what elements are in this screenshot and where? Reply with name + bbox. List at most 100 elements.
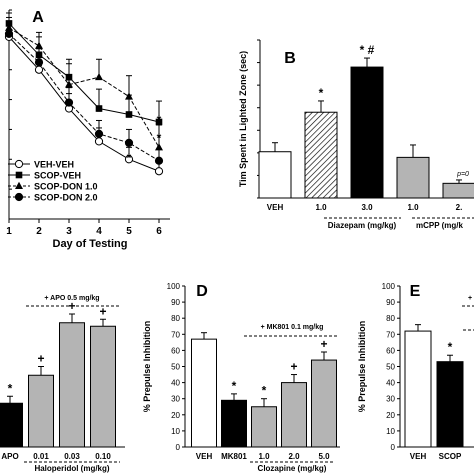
chart-E-treatment-label: + <box>468 295 472 302</box>
chart-D-significance-mark: + <box>290 360 297 374</box>
chart-A-point <box>154 167 164 176</box>
chart-D-treatment-label: + MK801 0.1 mg/kg <box>261 324 324 331</box>
chart-A-x-tick-label: 1 <box>6 226 12 237</box>
chart-C-bar <box>28 374 54 448</box>
chart-D-bar <box>221 399 247 448</box>
chart-D-bar <box>311 359 337 448</box>
chart-B-group-label: Diazepam (mg/kg) <box>328 221 397 230</box>
chart-A-point <box>95 72 103 81</box>
chart-E-x-tick-label: VEH <box>410 452 427 461</box>
chart-C-x-tick-label: 0.01 <box>33 452 49 461</box>
chart-E-y-tick-label: 100 <box>382 282 396 291</box>
chart-B-significance-mark: * # <box>360 43 375 57</box>
chart-C-bar <box>90 325 116 448</box>
chart-A-series-line <box>8 36 160 172</box>
chart-A-series-line <box>8 23 160 123</box>
chart-D-significance-mark: * <box>262 384 267 398</box>
chart-A-x-tick-label: 3 <box>66 226 72 237</box>
chart-C-bar <box>0 402 23 448</box>
chart-D-bar <box>281 382 307 448</box>
chart-C-significance-mark: * <box>8 381 13 395</box>
panel-label-e: E <box>410 283 421 300</box>
chart-A-point <box>94 137 104 146</box>
chart-D-x-tick-label: VEH <box>196 452 213 461</box>
chart-A-x-tick-label: 4 <box>96 226 102 237</box>
chart-B-x-tick-label: 3.0 <box>361 203 373 212</box>
chart-A-point <box>125 92 133 100</box>
chart-C-x-tick-label: 0.03 <box>64 452 80 461</box>
chart-B-significance-mark: p=0 <box>456 171 469 178</box>
chart-D-group-label: Clozapine (mg/kg) <box>258 464 327 473</box>
chart-B-significance-mark: * <box>319 86 324 100</box>
chart-E-y-tick-label: 60 <box>386 346 395 355</box>
chart-D-y-tick-label: 50 <box>171 363 180 372</box>
chart-A-significance-mark: * <box>127 151 132 165</box>
chart-D-y-tick-label: 80 <box>171 314 180 323</box>
chart-E-y-tick-label: 20 <box>386 411 395 420</box>
chart-A-point <box>34 58 44 67</box>
chart-A-point <box>64 98 74 107</box>
chart-D-bar <box>251 406 277 448</box>
chart-A-point <box>5 20 13 27</box>
chart-D-y-tick-label: 100 <box>167 282 181 291</box>
panel-label-b: B <box>284 50 296 67</box>
chart-E-y-tick-label: 70 <box>386 330 395 339</box>
chart-C-significance-mark: + <box>37 352 44 366</box>
chart-E-y-tick-label: 40 <box>386 379 395 388</box>
chart-E-bar <box>404 330 432 448</box>
chart-E-y-tick-label: 10 <box>386 427 395 436</box>
chart-D-y-tick-label: 70 <box>171 330 180 339</box>
chart-E-y-tick-label: 30 <box>386 395 395 404</box>
chart-A-x-tick-label: 2 <box>36 226 42 237</box>
chart-B-x-tick-label: 1.0 <box>315 203 327 212</box>
chart-A-series-line <box>8 27 160 148</box>
chart-D-y-tick-label: 0 <box>176 443 181 452</box>
chart-B-bar <box>304 111 338 199</box>
chart-A-point <box>34 65 44 74</box>
chart-D-x-tick-label: MK801 <box>221 452 247 461</box>
chart-A-point <box>95 105 103 112</box>
chart-A-series-line <box>8 33 160 162</box>
chart-D-y-tick-label: 40 <box>171 379 180 388</box>
chart-C-bar <box>59 322 85 448</box>
chart-E-y-tick-label: 0 <box>391 443 396 452</box>
chart-E-y-tick-label: 80 <box>386 314 395 323</box>
chart-A-point <box>155 143 163 151</box>
chart-D-significance-mark: + <box>320 337 327 351</box>
chart-C-significance-mark: + <box>99 304 106 318</box>
chart-E-x-tick-label: SCOP <box>439 452 462 461</box>
chart-A-x-tick-label: 6 <box>156 226 162 237</box>
chart-B-bar <box>396 156 430 199</box>
chart-A-point <box>14 192 24 202</box>
chart-A-point <box>14 159 24 169</box>
chart-A-point <box>15 181 23 189</box>
chart-D-significance-mark: * <box>232 379 237 393</box>
chart-D-y-tick-label: 90 <box>171 298 180 307</box>
chart-E-significance-mark: * <box>448 340 453 354</box>
chart-E-y-label: % Prepulse Inhibition <box>357 321 367 413</box>
chart-E-y-tick-label: 90 <box>386 298 395 307</box>
chart-A-point <box>124 155 134 164</box>
chart-C-x-tick-label: 0.10 <box>95 452 111 461</box>
chart-C-group-label: Haloperidol (mg/kg) <box>34 464 109 473</box>
chart-B-x-tick-label: VEH <box>267 203 284 212</box>
chart-A-point <box>5 23 13 31</box>
chart-D-y-tick-label: 60 <box>171 346 180 355</box>
chart-A-legend-label: VEH-VEH <box>34 160 74 170</box>
chart-A-legend-label: SCOP-DON 2.0 <box>34 193 98 203</box>
chart-E-y-tick-label: 50 <box>386 363 395 372</box>
chart-D-x-tick-label: 1.0 <box>258 452 270 461</box>
chart-B-x-tick-label: 1.0 <box>407 203 419 212</box>
chart-B-bar <box>442 182 474 199</box>
chart-A-point <box>155 118 163 126</box>
chart-D-y-label: % Prepulse Inhibition <box>142 321 152 413</box>
chart-B-bar <box>258 151 292 199</box>
chart-E-bar <box>436 361 464 448</box>
chart-D-y-tick-label: 20 <box>171 411 180 420</box>
chart-D-x-tick-label: 5.0 <box>318 452 330 461</box>
chart-D-bar <box>191 338 217 448</box>
chart-A-x-tick-label: 5 <box>126 226 132 237</box>
chart-A-point <box>125 111 133 118</box>
chart-A-significance-mark: * <box>157 113 162 127</box>
